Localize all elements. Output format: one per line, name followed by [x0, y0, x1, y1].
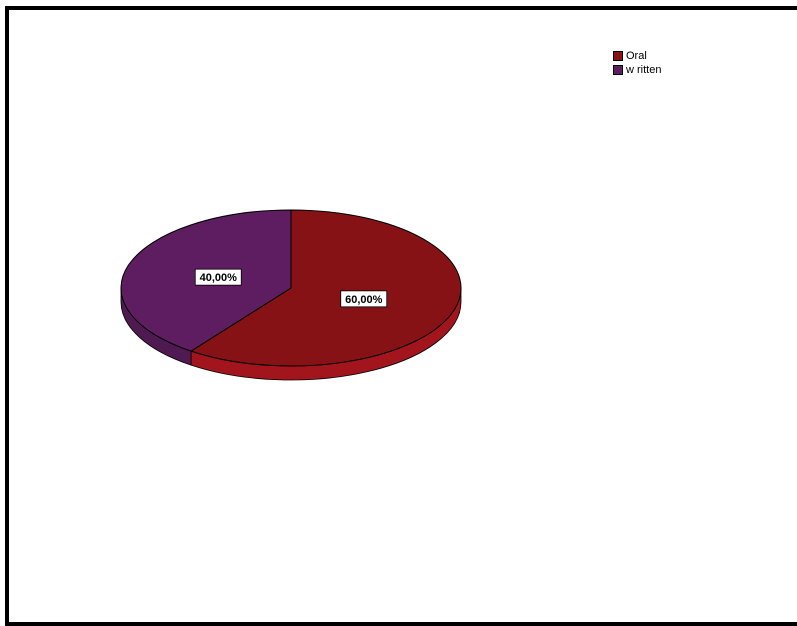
legend-item-written: w ritten	[613, 63, 661, 77]
data-label-box-0	[340, 290, 388, 308]
legend-swatch-oral	[613, 51, 623, 61]
legend: Oral w ritten	[613, 49, 661, 77]
pie-slice-0	[189, 209, 462, 367]
legend-label-oral: Oral	[626, 50, 647, 62]
data-label-0: 60,00%	[345, 294, 383, 306]
legend-swatch-written	[613, 65, 623, 75]
pie-chart: 60,00% 40,00%	[120, 209, 462, 381]
legend-label-written: w ritten	[626, 64, 662, 76]
data-label-box-1	[194, 268, 242, 286]
legend-item-oral: Oral	[613, 49, 661, 63]
data-label-1: 40,00%	[200, 272, 238, 284]
